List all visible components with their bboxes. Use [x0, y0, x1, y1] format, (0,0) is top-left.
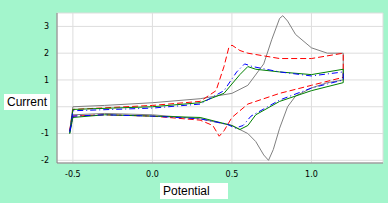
svg-text:-1: -1: [41, 129, 49, 138]
svg-text:2: 2: [44, 49, 49, 58]
svg-text:1.0: 1.0: [305, 170, 318, 179]
svg-text:-2: -2: [41, 156, 49, 165]
html-text:Potential: Potential: [163, 184, 210, 198]
svg-text:3: 3: [44, 22, 49, 31]
html-text:Current: Current: [7, 95, 47, 109]
svg-text:0.0: 0.0: [146, 170, 159, 179]
svg-text:1: 1: [44, 76, 49, 85]
svg-text:-0.5: -0.5: [65, 170, 81, 179]
svg-text:0.5: 0.5: [226, 170, 239, 179]
